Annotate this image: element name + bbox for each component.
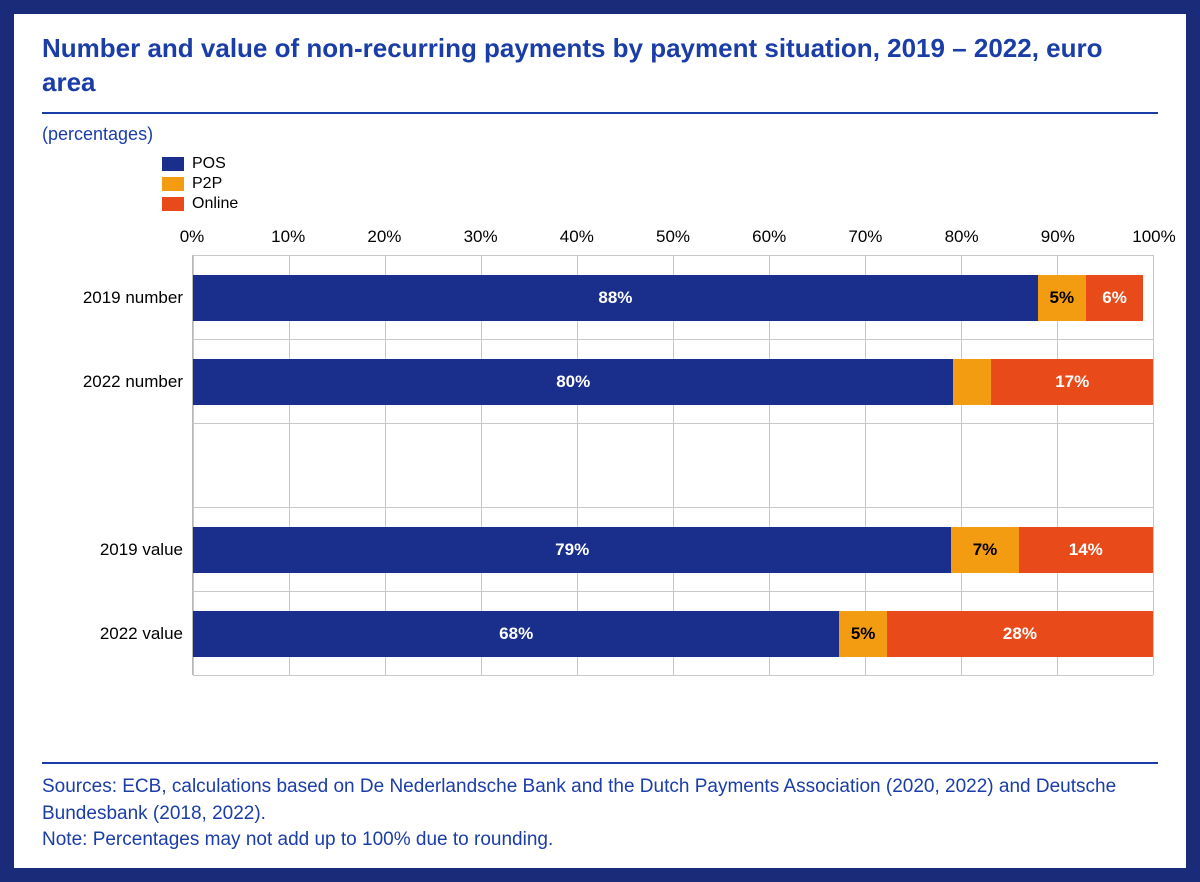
bar-category-label: 2022 value: [43, 611, 183, 657]
legend: POS P2P Online: [162, 155, 1158, 213]
gridline: [1153, 255, 1154, 675]
bar-segment: 68%: [193, 611, 839, 657]
x-axis-tick: 50%: [656, 227, 690, 247]
x-axis-tick: 10%: [271, 227, 305, 247]
row-divider: [193, 423, 1153, 424]
x-axis-tick: 70%: [848, 227, 882, 247]
x-axis-tick: 30%: [464, 227, 498, 247]
bar-segment: 14%: [1019, 527, 1153, 573]
footnote-line: Note: Percentages may not add up to 100%…: [42, 827, 1158, 854]
bar-segment: 79%: [193, 527, 951, 573]
row-divider: [193, 507, 1153, 508]
bar-row: 2019 number88%5%6%: [193, 275, 1153, 321]
legend-item: POS: [162, 155, 1158, 173]
bar-row: 2022 value68%5%28%: [193, 611, 1153, 657]
bar-segment: 6%: [1086, 275, 1144, 321]
bar-category-label: 2019 value: [43, 527, 183, 573]
bar-category-label: 2019 number: [43, 275, 183, 321]
bar-segment: 88%: [193, 275, 1038, 321]
x-axis-tick: 80%: [945, 227, 979, 247]
x-axis-tick: 20%: [367, 227, 401, 247]
bar-category-label: 2022 number: [43, 359, 183, 405]
footnote: Sources: ECB, calculations based on De N…: [42, 774, 1158, 854]
chart-panel: Number and value of non-recurring paymen…: [14, 14, 1186, 868]
x-axis-tick: 40%: [560, 227, 594, 247]
x-axis-tick: 100%: [1132, 227, 1175, 247]
bar-segment: [953, 359, 991, 405]
legend-swatch: [162, 157, 184, 171]
legend-swatch: [162, 197, 184, 211]
legend-label: P2P: [192, 175, 222, 193]
legend-item: P2P: [162, 175, 1158, 193]
x-axis-labels: 0%10%20%30%40%50%60%70%80%90%100%: [192, 227, 1154, 255]
plot-region: 2019 number88%5%6%2022 number80%17%2019 …: [192, 255, 1154, 675]
row-divider: [193, 339, 1153, 340]
bar-segment: 28%: [887, 611, 1153, 657]
bar-segment: 7%: [951, 527, 1018, 573]
title-rule: [42, 112, 1158, 114]
legend-label: Online: [192, 195, 238, 213]
footnote-line: Sources: ECB, calculations based on De N…: [42, 774, 1158, 827]
bar-segment: 5%: [839, 611, 887, 657]
x-axis-tick: 0%: [180, 227, 205, 247]
chart-area: 0%10%20%30%40%50%60%70%80%90%100% 2019 n…: [192, 227, 1154, 753]
outer-frame: Number and value of non-recurring paymen…: [0, 0, 1200, 882]
row-divider: [193, 255, 1153, 256]
bar-segment: 80%: [193, 359, 953, 405]
row-divider: [193, 591, 1153, 592]
chart-subtitle: (percentages): [42, 124, 1158, 145]
bottom-rule: [42, 762, 1158, 764]
x-axis-tick: 90%: [1041, 227, 1075, 247]
bar-row: 2019 value79%7%14%: [193, 527, 1153, 573]
chart-title: Number and value of non-recurring paymen…: [42, 32, 1158, 100]
bar-segment: 17%: [991, 359, 1153, 405]
x-axis-tick: 60%: [752, 227, 786, 247]
bar-segment: 5%: [1038, 275, 1086, 321]
legend-swatch: [162, 177, 184, 191]
legend-label: POS: [192, 155, 226, 173]
bar-row: 2022 number80%17%: [193, 359, 1153, 405]
legend-item: Online: [162, 195, 1158, 213]
row-divider: [193, 675, 1153, 676]
